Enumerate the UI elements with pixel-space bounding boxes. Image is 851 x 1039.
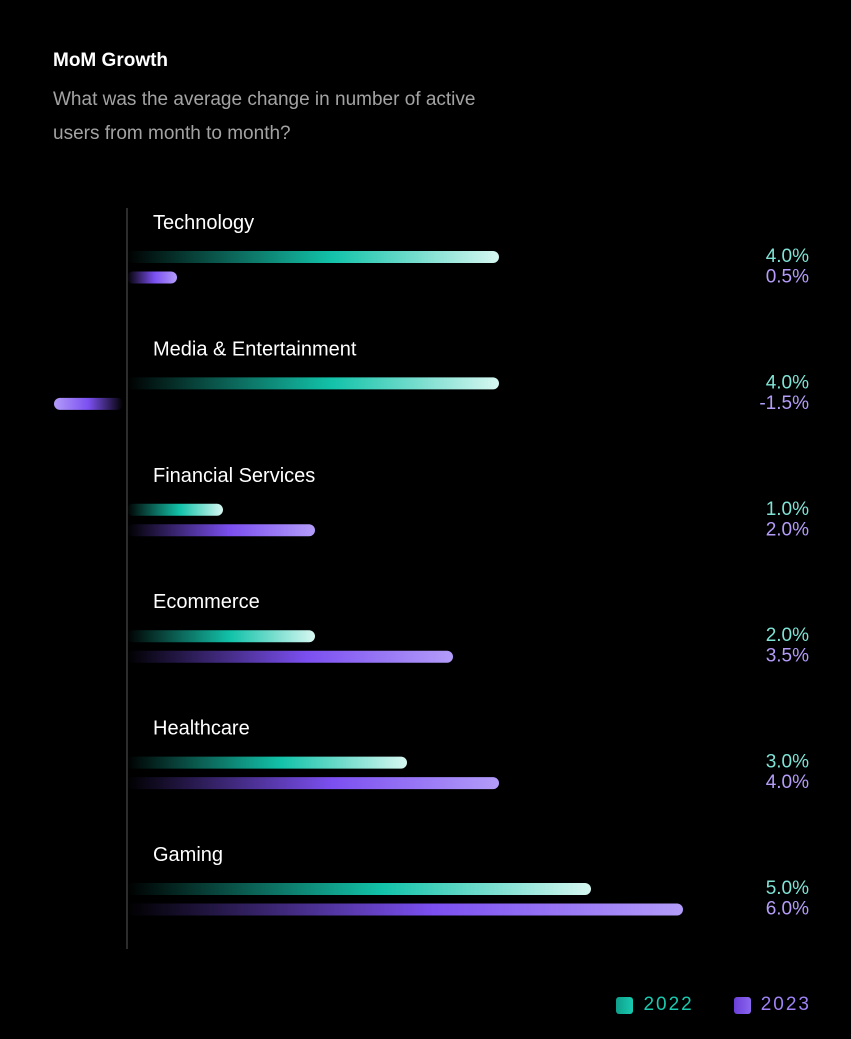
category-label: Technology: [153, 212, 254, 234]
category-label: Ecommerce: [153, 591, 260, 613]
value-label-2022: 3.0%: [766, 752, 809, 773]
bar-2022: [127, 630, 315, 643]
value-label-2022: 2.0%: [766, 625, 809, 646]
bar-2022: [127, 756, 407, 769]
category-label: Healthcare: [153, 718, 250, 740]
legend-item-2022: 2022: [616, 994, 693, 1016]
value-label-2022: 4.0%: [766, 372, 809, 393]
chart-title: MoM Growth: [53, 50, 169, 71]
bar-2022: [127, 251, 499, 263]
value-label-2023: 6.0%: [766, 899, 809, 920]
bar-2022: [127, 377, 499, 390]
legend-swatch-2022: [616, 996, 634, 1014]
bar-2023: [127, 903, 683, 916]
value-label-2022: 5.0%: [766, 878, 809, 899]
bar-2022: [127, 503, 223, 516]
legend: 2022 2023: [616, 994, 811, 1016]
legend-label-2022: 2022: [643, 994, 694, 1015]
chart-subtitle: What was the average change in number of…: [53, 89, 476, 144]
bar-2023: [127, 777, 499, 790]
value-label-2023: 4.0%: [766, 772, 809, 793]
bar-2023: [127, 650, 453, 663]
category-label: Gaming: [153, 844, 223, 866]
legend-swatch-2023: [733, 996, 751, 1014]
bar-2022: [127, 883, 591, 895]
value-label-2023: 3.5%: [766, 646, 809, 667]
value-label-2023: 0.5%: [766, 267, 809, 288]
bar-2023: [54, 397, 123, 410]
category-label: Financial Services: [153, 465, 315, 487]
value-label-2022: 1.0%: [766, 499, 809, 520]
bar-2023: [127, 524, 315, 537]
value-label-2022: 4.0%: [766, 246, 809, 267]
bar-2023: [127, 271, 177, 284]
legend-item-2023: 2023: [733, 994, 811, 1016]
legend-label-2023: 2023: [760, 994, 811, 1015]
value-label-2023: -1.5%: [759, 393, 809, 414]
value-label-2023: 2.0%: [766, 519, 809, 540]
category-label: Media & Entertainment: [153, 338, 357, 360]
